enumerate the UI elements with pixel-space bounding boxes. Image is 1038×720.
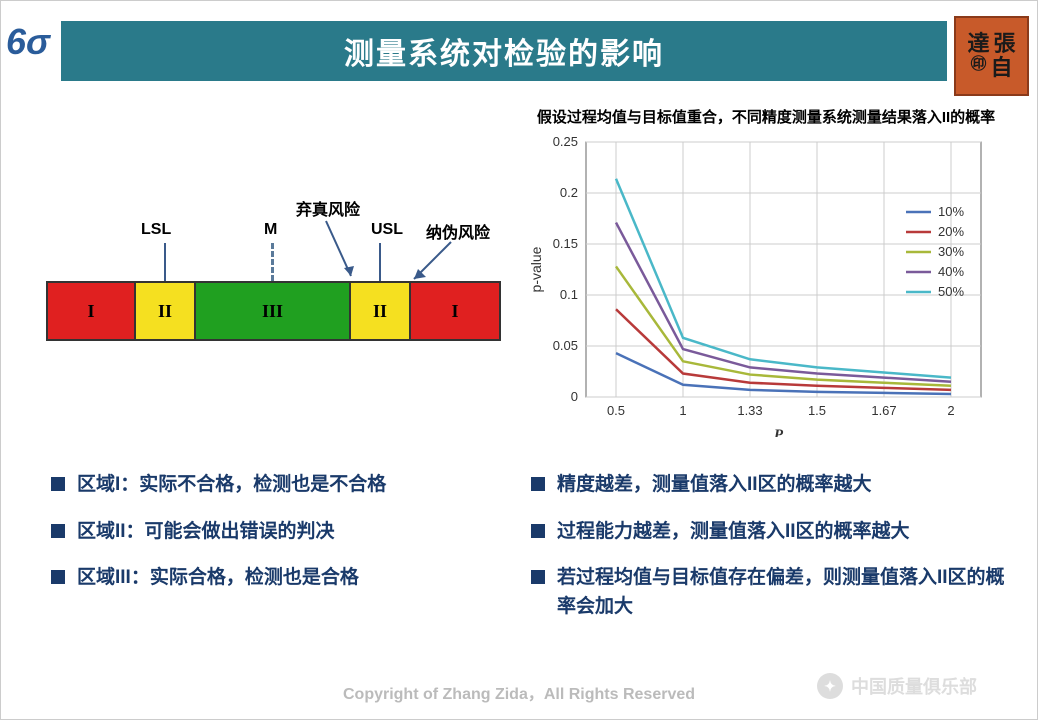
risk-beta-arrow	[406, 239, 466, 284]
svg-text:0: 0	[571, 389, 578, 404]
bullet-text: 若过程均值与目标值存在偏差，则测量值落入II区的概率会加大	[557, 564, 1011, 621]
bullet-marker	[531, 570, 545, 584]
zone-bars: IIIIIIIII	[46, 281, 501, 341]
svg-text:1.33: 1.33	[737, 403, 762, 418]
bullet-item: 区域II：可能会做出错误的判决	[51, 518, 491, 547]
svg-text:30%: 30%	[938, 244, 964, 259]
svg-text:p-value: p-value	[528, 246, 544, 292]
bullets-right: 精度越差，测量值落入II区的概率越大过程能力越差，测量值落入II区的概率越大若过…	[531, 471, 1011, 639]
svg-text:0.2: 0.2	[560, 185, 578, 200]
lsl-label: LSL	[141, 221, 171, 239]
logo-six-sigma: 6σ	[6, 21, 50, 63]
svg-text:P: P	[774, 427, 784, 437]
svg-text:40%: 40%	[938, 264, 964, 279]
bullet-item: 过程能力越差，测量值落入II区的概率越大	[531, 518, 1011, 547]
bullet-marker	[531, 524, 545, 538]
bullet-text: 区域I：实际不合格，检测也是不合格	[77, 471, 386, 500]
svg-text:1.67: 1.67	[871, 403, 896, 418]
bullets-left: 区域I：实际不合格，检测也是不合格区域II：可能会做出错误的判决区域III：实际…	[51, 471, 491, 611]
zone-ii: II	[351, 283, 411, 339]
svg-text:p: p	[786, 434, 793, 437]
bullet-marker	[531, 477, 545, 491]
bullet-marker	[51, 477, 65, 491]
probability-chart: 假设过程均值与目标值重合，不同精度测量系统测量结果落入II的概率 0.5 1 1.3…	[521, 106, 1011, 436]
svg-text:1: 1	[679, 403, 686, 418]
svg-text:50%: 50%	[938, 284, 964, 299]
watermark: ✦ 中国质量俱乐部	[817, 673, 977, 699]
svg-text:0.05: 0.05	[553, 338, 578, 353]
svg-text:10%: 10%	[938, 204, 964, 219]
bullet-text: 过程能力越差，测量值落入II区的概率越大	[557, 518, 910, 547]
bullet-item: 精度越差，测量值落入II区的概率越大	[531, 471, 1011, 500]
bullet-item: 若过程均值与目标值存在偏差，则测量值落入II区的概率会加大	[531, 564, 1011, 621]
chart-title: 假设过程均值与目标值重合，不同精度测量系统测量结果落入II的概率	[521, 106, 1011, 127]
page-title: 测量系统对检验的影响	[344, 29, 664, 73]
bullet-marker	[51, 524, 65, 538]
bullet-text: 区域III：实际合格，检测也是合格	[77, 564, 359, 593]
bullet-item: 区域I：实际不合格，检测也是不合格	[51, 471, 491, 500]
m-label: M	[264, 221, 277, 239]
svg-text:20%: 20%	[938, 224, 964, 239]
zone-i: I	[48, 283, 136, 339]
svg-text:1.5: 1.5	[808, 403, 826, 418]
line-chart-svg: 0.5 1 1.33 1.5 1.67 2 0 0.05 0.1 0.15 0.2 0.25 p-val…	[521, 132, 1011, 437]
m-line	[271, 243, 274, 281]
title-bar: 测量系统对检验的影响	[61, 21, 947, 81]
svg-text:0.5: 0.5	[607, 403, 625, 418]
wechat-icon: ✦	[817, 673, 843, 699]
svg-text:0.15: 0.15	[553, 236, 578, 251]
zone-i: I	[411, 283, 499, 339]
bullet-text: 区域II：可能会做出错误的判决	[77, 518, 335, 547]
usl-label: USL	[371, 221, 403, 239]
zone-iii: III	[196, 283, 351, 339]
zone-ii: II	[136, 283, 196, 339]
bullet-marker	[51, 570, 65, 584]
bullet-text: 精度越差，测量值落入II区的概率越大	[557, 471, 872, 500]
seal-stamp: 達張 ㊞自	[954, 16, 1029, 96]
usl-line	[379, 243, 381, 281]
bullet-item: 区域III：实际合格，检测也是合格	[51, 564, 491, 593]
risk-alpha-arrow	[316, 216, 366, 281]
spec-zone-diagram: LSL M USL 弃真风险 纳伪风险 IIIIIIIII	[46, 201, 501, 401]
svg-text:0.1: 0.1	[560, 287, 578, 302]
svg-text:2: 2	[947, 403, 954, 418]
svg-text:0.25: 0.25	[553, 134, 578, 149]
lsl-line	[164, 243, 166, 281]
